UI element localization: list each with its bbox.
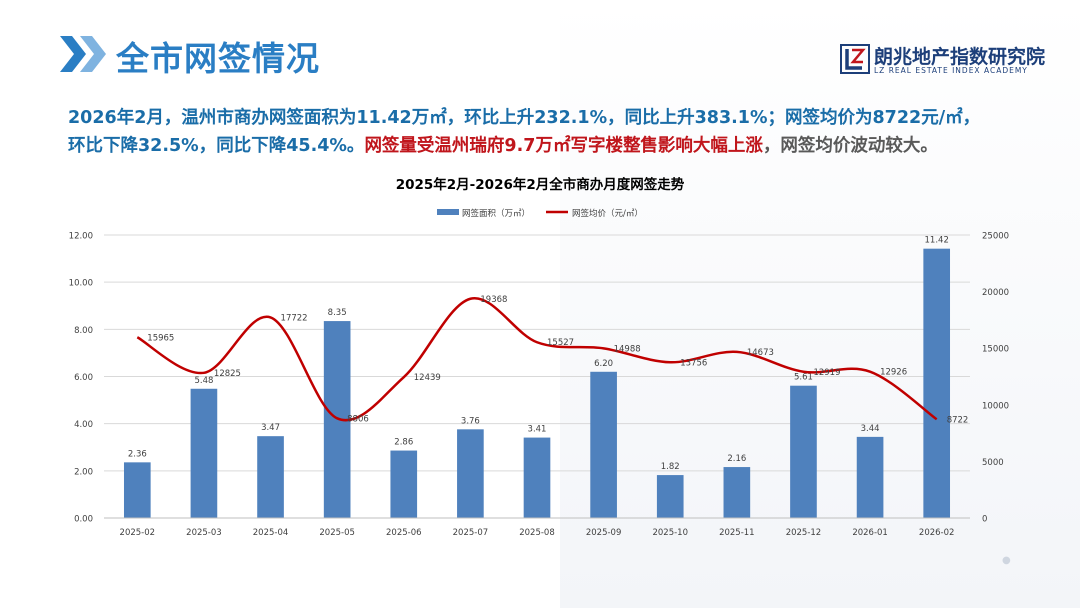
- bar: [257, 436, 284, 518]
- bar-value-label: 3.41: [528, 425, 547, 435]
- right-tick-label: 15000: [982, 345, 1009, 355]
- bar-value-label: 11.42: [925, 236, 949, 246]
- right-tick-label: 0: [982, 515, 987, 525]
- legend-bar-swatch: [437, 209, 459, 215]
- page-title: 全市网签情况: [116, 39, 320, 78]
- legend-line-label: 网签均价（元/㎡）: [572, 208, 643, 219]
- chevron-right-icon: [60, 36, 106, 72]
- line-value-label: 8722: [947, 415, 969, 425]
- left-tick-label: 12.00: [69, 232, 93, 242]
- summary-highlight: 网签量受温州瑞府9.7万㎡写字楼整售影响大幅上涨: [364, 136, 763, 156]
- x-tick-label: 2025-11: [719, 528, 755, 538]
- x-tick-label: 2025-07: [453, 528, 489, 538]
- line-labels: 15965 12825 17722 8806 12439 19368 15527 14988 1…: [147, 295, 968, 426]
- background-decoration: [560, 0, 1080, 608]
- legend-bar-label: 网签面积（万㎡）: [462, 208, 530, 219]
- summary-line-2-part-1: 环比下降32.5%，同比下降45.4%。: [68, 136, 365, 156]
- logo-english-name: LZ REAL ESTATE INDEX ACADEMY: [874, 66, 1028, 75]
- page-indicator-icon: ●: [1002, 555, 1011, 566]
- left-axis: 0.00 2.00 4.00 6.00 8.00 10.00 12.00: [69, 232, 93, 525]
- right-tick-label: 20000: [982, 288, 1009, 298]
- logo-chinese-name: 朗兆地产指数研究院: [874, 46, 1046, 68]
- bar-value-label: 3.44: [861, 424, 880, 434]
- left-tick-label: 0.00: [74, 515, 93, 525]
- bar: [523, 437, 551, 518]
- right-tick-label: 5000: [982, 458, 1004, 468]
- bar-value-label: 3.76: [461, 416, 480, 426]
- x-tick-label: 2025-09: [586, 528, 622, 538]
- bar-value-label: 2.16: [727, 454, 746, 464]
- line-value-label: 12439: [414, 373, 441, 383]
- bar: [923, 248, 951, 518]
- x-tick-label: 2025-03: [186, 528, 222, 538]
- bar-value-label: 8.35: [328, 308, 347, 318]
- bar-series: [123, 248, 951, 518]
- left-tick-label: 8.00: [74, 326, 93, 336]
- line-value-label: 19368: [480, 295, 507, 305]
- bar-value-label: 3.47: [261, 423, 280, 433]
- bar: [190, 388, 218, 518]
- right-tick-label: 10000: [982, 401, 1009, 411]
- chart-grid: [104, 234, 970, 519]
- bar: [457, 429, 484, 518]
- line-series: [136, 297, 938, 422]
- bar: [856, 436, 884, 518]
- price-line: [136, 297, 938, 422]
- summary-text: 2026年2月，温州市商办网签面积为11.42万㎡，环比上升232.1%，同比上…: [68, 104, 1048, 160]
- bar: [390, 450, 418, 518]
- bar-value-label: 1.82: [661, 462, 680, 472]
- line-value-label: 14988: [614, 344, 641, 354]
- left-tick-label: 10.00: [69, 279, 93, 289]
- line-value-label: 8806: [347, 414, 369, 424]
- combo-chart: 2025年2月-2026年2月全市商办月度网签走势 网签面积（万㎡） 网签均价（…: [69, 176, 1009, 538]
- right-tick-label: 25000: [982, 232, 1009, 242]
- bar: [590, 371, 617, 518]
- left-tick-label: 4.00: [74, 420, 93, 430]
- x-tick-label: 2025-12: [786, 528, 822, 538]
- bar-value-label: 6.20: [594, 359, 613, 369]
- x-tick-label: 2026-01: [852, 528, 888, 538]
- line-value-label: 13756: [680, 358, 707, 368]
- left-tick-label: 6.00: [74, 373, 93, 383]
- line-value-label: 14673: [747, 348, 774, 358]
- chart-legend: 网签面积（万㎡） 网签均价（元/㎡）: [437, 208, 643, 219]
- line-value-label: 12926: [880, 368, 907, 378]
- bar: [656, 475, 684, 518]
- x-tick-label: 2025-05: [319, 528, 355, 538]
- left-tick-label: 2.00: [74, 467, 93, 477]
- x-tick-label: 2025-10: [652, 528, 688, 538]
- chart-title: 2025年2月-2026年2月全市商办月度网签走势: [396, 176, 685, 193]
- bar: [723, 467, 751, 518]
- x-axis: 2025-02 2025-03 2025-04 2025-05 2025-06 2025-…: [104, 517, 970, 538]
- line-value-label: 15965: [147, 333, 174, 343]
- line-value-label: 15527: [547, 338, 574, 348]
- bar-labels: 2.36 5.48 3.47 8.35 2.86 3.76 3.41 6.20 1.82 2.16…: [128, 236, 949, 472]
- x-tick-label: 2025-06: [386, 528, 422, 538]
- bar-value-label: 5.61: [794, 373, 813, 383]
- line-value-label: 17722: [281, 313, 308, 323]
- bar: [123, 462, 151, 518]
- summary-line-2-part-3: ，网签均价波动较大。: [762, 136, 938, 156]
- bar-value-label: 5.48: [194, 376, 213, 386]
- brand-logo: 朗兆地产指数研究院 LZ REAL ESTATE INDEX ACADEMY: [840, 42, 1045, 80]
- line-value-label: 12919: [813, 368, 840, 378]
- logo-mark-icon: [840, 44, 870, 74]
- summary-line-1: 2026年2月，温州市商办网签面积为11.42万㎡，环比上升232.1%，同比上…: [68, 108, 981, 128]
- x-tick-label: 2025-08: [519, 528, 555, 538]
- right-axis: 0 5000 10000 15000 20000 25000: [982, 232, 1009, 525]
- x-tick-label: 2025-02: [120, 528, 156, 538]
- x-tick-label: 2026-02: [919, 528, 955, 538]
- bar-value-label: 2.86: [394, 438, 413, 448]
- summary-line-2: 环比下降32.5%，同比下降45.4%。网签量受温州瑞府9.7万㎡写字楼整售影响…: [68, 132, 1048, 160]
- bar-value-label: 2.36: [128, 449, 147, 459]
- slide-header: 全市网签情况 朗兆地产指数研究院 LZ REAL ESTATE INDEX AC…: [0, 0, 1080, 90]
- line-value-label: 12825: [214, 369, 241, 379]
- bar: [790, 385, 817, 518]
- x-tick-label: 2025-04: [253, 528, 289, 538]
